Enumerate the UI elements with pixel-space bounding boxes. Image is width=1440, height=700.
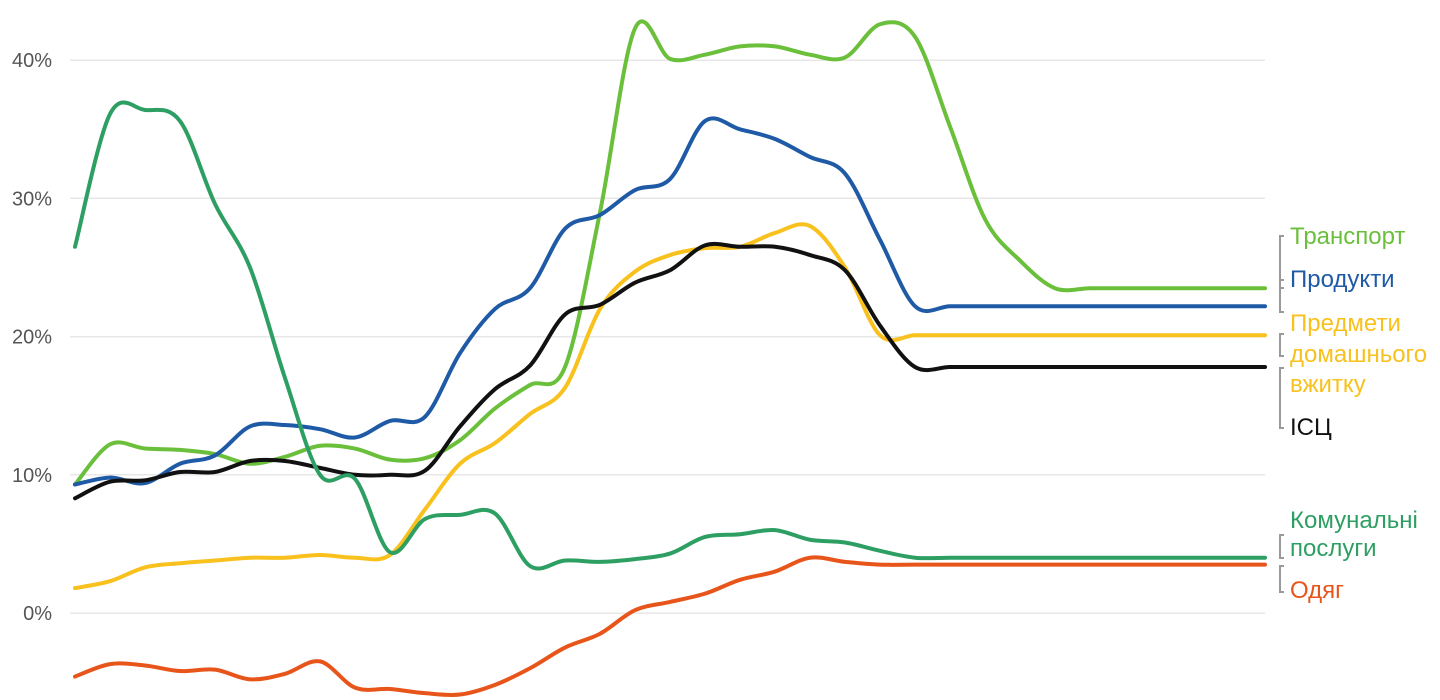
y-tick-label-3: 30% (12, 188, 52, 210)
legend-bracket-2 (1279, 333, 1284, 357)
series-line-5 (73, 555, 1267, 698)
series-line-1 (73, 116, 1267, 487)
y-tick-label-2: 20% (12, 327, 52, 349)
series-line-0 (73, 19, 1267, 487)
legend-label-4-0: Комунальні (1290, 507, 1418, 534)
y-tick-label-4: 40% (12, 50, 52, 72)
legend-label-4-1: послуги (1290, 535, 1377, 562)
legend-bracket-1 (1279, 279, 1284, 313)
series-line-4 (73, 100, 1267, 571)
legend-layer: Транспорт Продукти Предмети домашнього вжитк… (1279, 223, 1427, 604)
series-line-3 (73, 241, 1267, 501)
legend-label-2-1: домашнього (1290, 341, 1427, 368)
legend-bracket-3 (1279, 367, 1284, 429)
legend-label-2-0: Предмети (1290, 310, 1401, 337)
legend-label-3-0: ІСЦ (1290, 414, 1332, 441)
series-line-2 (73, 222, 1267, 591)
legend-label-2-2: вжитку (1290, 371, 1366, 398)
legend-bracket-4 (1279, 534, 1284, 559)
series-layer (73, 19, 1267, 698)
legend-label-0-0: Транспорт (1290, 223, 1405, 250)
y-tick-label-0: 0% (23, 603, 52, 625)
legend-bracket-0 (1279, 235, 1284, 289)
legend-label-5-0: Одяг (1290, 577, 1344, 604)
y-tick-label-1: 10% (12, 465, 52, 487)
legend-label-1-0: Продукти (1290, 266, 1395, 293)
legend-bracket-5 (1279, 565, 1284, 593)
grid-layer (70, 59, 1265, 614)
y-tick-layer: 0% 10% 20% 30% 40% (12, 50, 52, 625)
